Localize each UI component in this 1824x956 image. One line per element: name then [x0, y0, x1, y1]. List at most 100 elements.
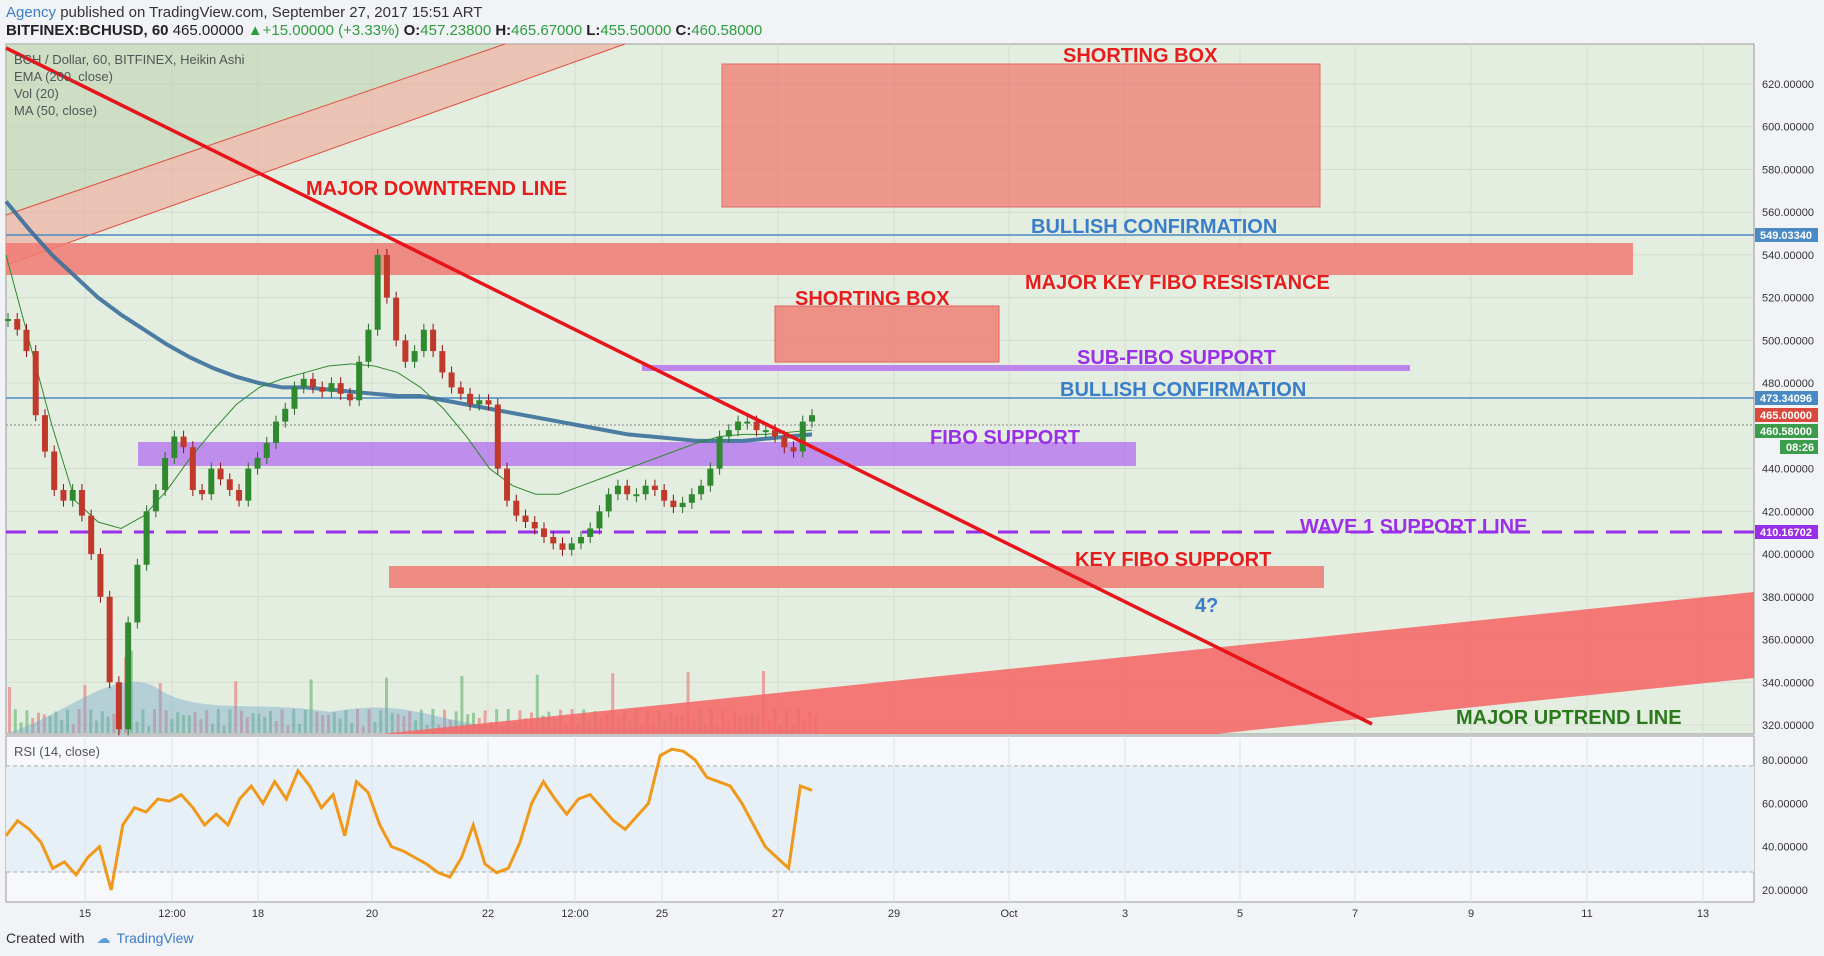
- candle-body: [753, 421, 760, 431]
- volume-bar: [135, 721, 139, 733]
- candle-body: [661, 489, 668, 501]
- rsi-band: [6, 766, 1754, 872]
- tag-bull-high-text: 549.03340: [1760, 230, 1812, 242]
- candle-body: [152, 489, 159, 512]
- volume-bar: [298, 723, 301, 733]
- tag-bull-low: 473.34096: [1755, 391, 1818, 405]
- candle-body: [254, 457, 261, 469]
- tradingview-logo-icon: ☁: [96, 930, 111, 946]
- tradingview-link[interactable]: TradingView: [116, 930, 194, 946]
- time-tick-label: 12:00: [561, 908, 589, 920]
- volume-bar: [71, 724, 75, 733]
- tag-bull-low-text: 473.34096: [1760, 393, 1812, 405]
- legend-vol: Vol (20): [14, 86, 59, 101]
- price-tick-label: 340.00000: [1762, 677, 1814, 689]
- author-link[interactable]: Agency: [6, 4, 57, 21]
- volume-bar: [327, 714, 330, 733]
- candle-body: [531, 522, 538, 529]
- volume-bar: [234, 681, 238, 733]
- volume-bar: [338, 718, 342, 733]
- candle-body: [337, 383, 344, 394]
- volume-bar: [448, 720, 452, 733]
- ema-200-line: [4, 200, 813, 443]
- candle-body: [199, 489, 206, 495]
- candle-body: [217, 468, 224, 480]
- volume-bar: [535, 674, 539, 733]
- volume-bar: [205, 709, 209, 733]
- candle-body: [522, 515, 529, 523]
- tag-close: 460.58000: [1755, 424, 1818, 438]
- volume-ma-area: [6, 681, 812, 733]
- volume-bar: [42, 714, 46, 733]
- volume-bar: [176, 712, 180, 733]
- volume-bar: [222, 725, 226, 733]
- tag-wave1-text: 410.16702: [1760, 527, 1812, 539]
- rsi-axis[interactable]: 80.00000 60.00000 40.00000 20.00000: [1762, 755, 1808, 897]
- volume-bar: [414, 720, 417, 733]
- candle-body: [744, 421, 751, 424]
- price-tick-label: 480.00000: [1762, 378, 1814, 390]
- tag-last-price-text: 465.00000: [1760, 410, 1812, 422]
- volume-bar: [292, 709, 296, 733]
- volume-bar: [31, 718, 35, 733]
- candle-body: [642, 485, 649, 495]
- volume-bar: [495, 709, 499, 733]
- candle-body: [707, 468, 714, 486]
- legend-ema: EMA (200, close): [14, 69, 113, 84]
- volume-bar: [141, 709, 145, 733]
- candle-body: [23, 329, 30, 352]
- volume-bar: [77, 709, 81, 733]
- volume-bar: [60, 719, 64, 733]
- annotation-shorting-box-mid: SHORTING BOX: [795, 288, 950, 310]
- candle-body: [162, 457, 169, 490]
- volume-bar: [315, 711, 319, 733]
- rsi-line: [4, 747, 813, 891]
- annotation-key-fibo-support: KEY FIBO SUPPORT: [1075, 549, 1271, 571]
- candle-body: [504, 468, 511, 501]
- price-tick-label: 520.00000: [1762, 293, 1814, 305]
- volume-bar: [106, 716, 110, 733]
- candle-body: [799, 421, 806, 452]
- volume-bar: [13, 709, 17, 733]
- candle-body: [790, 447, 797, 452]
- candle-body: [670, 500, 677, 508]
- price-axis[interactable]: 620.00000 600.00000 580.00000 560.00000 540.…: [1762, 79, 1814, 732]
- candle-body: [236, 489, 243, 501]
- time-tick-label: 20: [366, 908, 378, 920]
- candle-body: [346, 393, 353, 401]
- volume-bar: [361, 726, 365, 733]
- symbol-price: 465.00000: [172, 22, 244, 39]
- volume-bar: [112, 713, 116, 733]
- volume-bar: [170, 718, 174, 733]
- rsi-tick-label: 80.00000: [1762, 755, 1808, 767]
- annotation-major-downtrend: MAJOR DOWNTREND LINE: [306, 178, 567, 200]
- volume-bar: [356, 709, 359, 733]
- volume-bar: [257, 713, 261, 733]
- candle-body: [568, 543, 575, 550]
- volume-bar: [460, 676, 464, 733]
- annotation-wave1: WAVE 1 SUPPORT LINE: [1300, 516, 1527, 538]
- time-axis[interactable]: 15 12:00 18 20 22 12:00 25 27 29 Oct 3 5 7 9 11 13: [79, 908, 1709, 920]
- candle-body: [143, 511, 150, 565]
- candle-body: [208, 468, 215, 495]
- candle-body: [69, 489, 76, 501]
- publish-text: published on TradingView.com, September …: [56, 4, 483, 21]
- chart-canvas[interactable]: BCH / Dollar, 60, BITFINEX, Heikin Ashi …: [0, 0, 1824, 930]
- candle-body: [420, 329, 427, 352]
- footer: Created with ☁ TradingView: [6, 930, 194, 947]
- volume-bar: [332, 712, 336, 733]
- volume-bar: [245, 717, 249, 733]
- candle-body: [309, 378, 316, 388]
- time-tick-label: 5: [1237, 908, 1243, 920]
- major-downtrend-line: [5, 46, 1373, 726]
- candle-body: [374, 254, 381, 330]
- price-tick-label: 400.00000: [1762, 549, 1814, 561]
- candle-body: [60, 489, 67, 501]
- symbol-name: BITFINEX:BCHUSD, 60: [6, 22, 169, 39]
- price-tick-label: 540.00000: [1762, 250, 1814, 262]
- candle-body: [365, 329, 372, 362]
- legend-rsi: RSI (14, close): [14, 744, 100, 759]
- volume-bar: [193, 711, 197, 733]
- volume-bar: [390, 712, 394, 733]
- volume-bar: [483, 710, 487, 733]
